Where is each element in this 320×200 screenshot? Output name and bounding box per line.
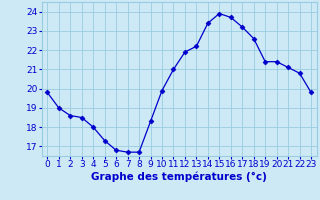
X-axis label: Graphe des températures (°c): Graphe des températures (°c) [91,172,267,182]
